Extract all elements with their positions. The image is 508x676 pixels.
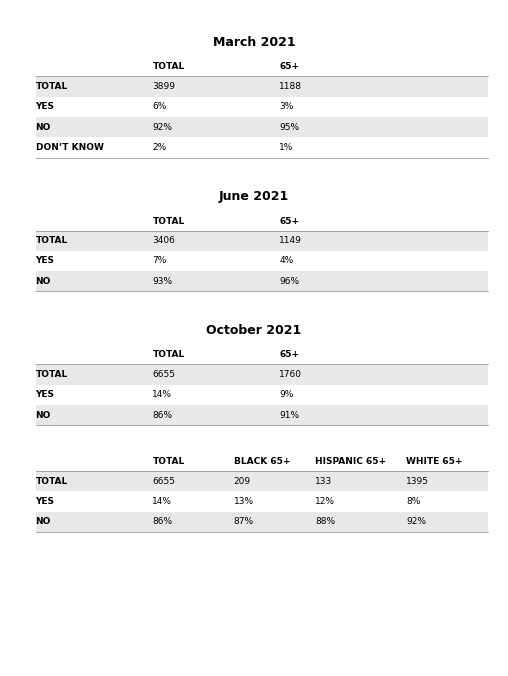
Text: 3406: 3406 <box>152 236 175 245</box>
Text: 8%: 8% <box>406 497 421 506</box>
Text: YES: YES <box>36 390 54 400</box>
Text: TOTAL: TOTAL <box>152 62 184 72</box>
Text: TOTAL: TOTAL <box>36 370 68 379</box>
Text: March 2021: March 2021 <box>213 36 295 49</box>
Text: YES: YES <box>36 102 54 112</box>
Text: 13%: 13% <box>234 497 254 506</box>
Text: 1760: 1760 <box>279 370 302 379</box>
Text: WHITE 65+: WHITE 65+ <box>406 457 463 466</box>
Text: NO: NO <box>36 276 51 286</box>
Text: 95%: 95% <box>279 122 300 132</box>
Bar <box>36 271 488 291</box>
Text: 1395: 1395 <box>406 477 429 486</box>
Text: 88%: 88% <box>315 517 335 527</box>
Text: NO: NO <box>36 410 51 420</box>
Text: TOTAL: TOTAL <box>152 457 184 466</box>
Text: 93%: 93% <box>152 276 173 286</box>
Bar <box>36 76 488 97</box>
Text: 9%: 9% <box>279 390 294 400</box>
Bar <box>36 117 488 137</box>
Text: 86%: 86% <box>152 517 173 527</box>
Text: 133: 133 <box>315 477 332 486</box>
Text: 2%: 2% <box>152 143 167 152</box>
Text: 1%: 1% <box>279 143 294 152</box>
Text: 91%: 91% <box>279 410 300 420</box>
Text: 209: 209 <box>234 477 251 486</box>
Text: 1188: 1188 <box>279 82 302 91</box>
Text: 3899: 3899 <box>152 82 175 91</box>
Bar <box>36 405 488 425</box>
Text: BLACK 65+: BLACK 65+ <box>234 457 290 466</box>
Text: DON’T KNOW: DON’T KNOW <box>36 143 104 152</box>
Text: 6655: 6655 <box>152 370 175 379</box>
Text: NO: NO <box>36 517 51 527</box>
Text: 7%: 7% <box>152 256 167 266</box>
Text: 65+: 65+ <box>279 350 300 360</box>
Text: 14%: 14% <box>152 497 172 506</box>
Text: October 2021: October 2021 <box>206 324 302 337</box>
Text: YES: YES <box>36 256 54 266</box>
Text: TOTAL: TOTAL <box>36 236 68 245</box>
Text: YES: YES <box>36 497 54 506</box>
Text: 3%: 3% <box>279 102 294 112</box>
Text: 87%: 87% <box>234 517 254 527</box>
Text: 6%: 6% <box>152 102 167 112</box>
Text: 65+: 65+ <box>279 62 300 72</box>
Text: 92%: 92% <box>152 122 172 132</box>
Text: 96%: 96% <box>279 276 300 286</box>
Text: 6655: 6655 <box>152 477 175 486</box>
Text: 14%: 14% <box>152 390 172 400</box>
Text: 86%: 86% <box>152 410 173 420</box>
Text: NO: NO <box>36 122 51 132</box>
Text: TOTAL: TOTAL <box>36 82 68 91</box>
Text: 92%: 92% <box>406 517 426 527</box>
Bar <box>36 364 488 385</box>
Text: 12%: 12% <box>315 497 335 506</box>
Text: TOTAL: TOTAL <box>36 477 68 486</box>
Text: 4%: 4% <box>279 256 294 266</box>
Text: 1149: 1149 <box>279 236 302 245</box>
Text: TOTAL: TOTAL <box>152 350 184 360</box>
Bar <box>36 231 488 251</box>
Bar <box>36 512 488 532</box>
Text: 65+: 65+ <box>279 216 300 226</box>
Text: June 2021: June 2021 <box>219 190 289 203</box>
Bar <box>36 471 488 491</box>
Text: TOTAL: TOTAL <box>152 216 184 226</box>
Text: HISPANIC 65+: HISPANIC 65+ <box>315 457 386 466</box>
